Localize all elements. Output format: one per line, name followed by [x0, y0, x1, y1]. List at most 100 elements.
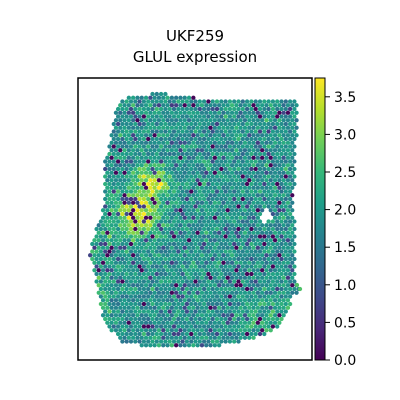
spot [137, 234, 142, 239]
spot [154, 286, 159, 292]
spot [146, 339, 151, 344]
spot [247, 133, 252, 138]
spot [236, 331, 241, 337]
spot [266, 234, 271, 239]
spot [275, 249, 280, 254]
spot [206, 129, 211, 134]
spot [165, 133, 170, 138]
spot [171, 331, 177, 337]
spot [234, 260, 239, 265]
spot [141, 226, 147, 232]
spot [208, 223, 213, 228]
spot [221, 133, 226, 138]
spot [262, 99, 267, 104]
colorbar-tick-label: 0.5 [334, 315, 356, 331]
spot [135, 230, 140, 235]
spot [229, 260, 235, 265]
spot [180, 166, 185, 172]
spot [148, 313, 153, 318]
spot [141, 316, 147, 322]
spot [186, 290, 192, 295]
spot [100, 268, 106, 273]
spot [236, 301, 241, 307]
spot [165, 245, 170, 250]
spot [186, 230, 192, 235]
colorbar-tick-label: 2.0 [334, 203, 356, 219]
spot [163, 174, 168, 179]
spot [253, 181, 258, 187]
spot [156, 290, 162, 295]
spot [297, 286, 303, 292]
spot [283, 226, 288, 232]
spot [290, 275, 295, 280]
spot [242, 163, 248, 168]
spot [180, 294, 185, 299]
spot [234, 275, 239, 280]
spot [150, 181, 155, 187]
spot [165, 178, 170, 183]
spot [189, 159, 194, 164]
spot [189, 166, 194, 172]
spot [197, 324, 202, 329]
spot [217, 193, 222, 198]
spot [176, 286, 181, 292]
spot [163, 136, 168, 142]
spot [195, 283, 200, 288]
spot [122, 245, 127, 250]
spot [227, 264, 233, 269]
spot [210, 286, 215, 292]
spot [167, 204, 172, 209]
spot [115, 234, 121, 239]
spot [193, 286, 198, 292]
spot [137, 309, 142, 314]
spot [186, 170, 192, 175]
spot [268, 148, 273, 153]
spot [242, 253, 248, 258]
spot [290, 200, 295, 205]
spot [113, 148, 119, 153]
spot [217, 110, 222, 115]
spot [186, 320, 192, 325]
spot [262, 136, 267, 142]
spot [257, 279, 263, 284]
spot [171, 256, 177, 262]
spot [150, 144, 155, 149]
spot [223, 301, 228, 307]
spot [152, 335, 157, 340]
spot [115, 294, 121, 299]
spot [234, 215, 239, 220]
spot [219, 331, 224, 337]
spot [227, 339, 233, 344]
spot [167, 301, 172, 307]
spot [146, 196, 151, 202]
spot [272, 215, 278, 220]
spot [223, 121, 228, 127]
spot [201, 196, 207, 202]
spot [253, 196, 258, 202]
spot [277, 118, 282, 123]
spot [268, 245, 273, 250]
spot [260, 118, 265, 123]
spot [178, 275, 183, 280]
spot [204, 313, 209, 318]
spot [109, 253, 114, 258]
spot [120, 159, 125, 164]
spot [118, 215, 123, 220]
spot [150, 219, 155, 224]
spot [158, 166, 164, 172]
spot [167, 294, 172, 299]
spot [96, 245, 101, 250]
spot [143, 223, 149, 228]
spot [186, 103, 192, 108]
spot [251, 223, 256, 228]
spot [171, 166, 177, 172]
spot [111, 286, 116, 292]
spot [240, 204, 245, 209]
spot [244, 264, 250, 269]
spot [214, 166, 220, 172]
spot [143, 170, 149, 175]
spot [227, 271, 233, 277]
spot [260, 125, 265, 130]
spot [152, 283, 157, 288]
spot [174, 163, 179, 168]
